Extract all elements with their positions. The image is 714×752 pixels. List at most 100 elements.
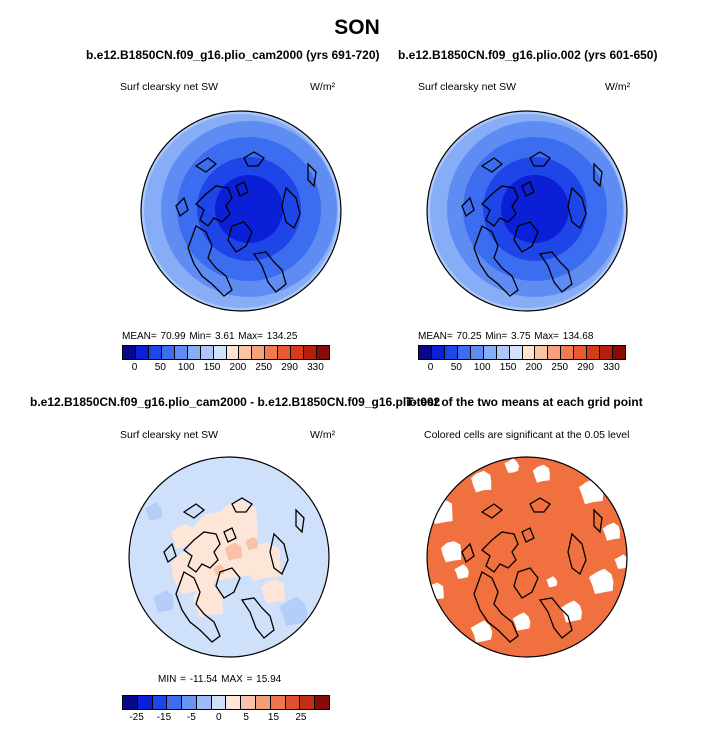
panel3-tick-label: -25	[129, 712, 144, 723]
panel2-colorbar-swatch	[470, 346, 484, 359]
panel1-tick-label: 150	[203, 362, 221, 373]
panel4-nonsignificant-cell	[504, 458, 520, 473]
panel4-coastline	[521, 527, 535, 543]
panel1-contour-band	[215, 175, 283, 243]
panel1-colorbar-swatch	[226, 346, 240, 359]
panel1-colorbar-swatch	[174, 346, 188, 359]
panel2-colorbar-swatch	[419, 346, 432, 359]
figure-title: SON	[334, 16, 380, 39]
panel2-coastline	[461, 196, 475, 218]
panel2-map-border	[426, 110, 628, 312]
panel4-coastline	[461, 542, 475, 564]
panel1-units-label: W/m²	[310, 81, 336, 93]
panel2-colorbar-swatch	[535, 346, 549, 359]
panel1-variable-label: Surf clearsky net SW	[120, 81, 219, 93]
panel2-tick-label: 290	[577, 362, 594, 373]
panel3-positive-region	[170, 548, 214, 595]
panel4-field	[427, 457, 627, 657]
panel4-polar-map	[426, 456, 628, 658]
panel1-map-border	[140, 110, 342, 312]
panel3-positive-region	[261, 579, 285, 605]
panel1-colorbar-swatch	[317, 346, 329, 359]
panel3-positive-peak	[245, 537, 258, 551]
panel1-tick-label: 330	[307, 362, 324, 373]
panel2-colorbar-swatch	[613, 346, 625, 359]
panel2-coastline	[567, 186, 587, 230]
panel1-coastline	[227, 221, 253, 253]
panel1-coastline	[307, 162, 317, 188]
panel4-coastline	[538, 597, 573, 639]
panel1-coastline	[252, 251, 287, 293]
panel1-polar-map	[140, 110, 342, 312]
panel1-colorbar-swatch	[278, 346, 292, 359]
panel3-coastline	[182, 503, 206, 519]
panel2-tick-label: 150	[499, 362, 517, 373]
panel2-colorbar-swatch	[444, 346, 458, 359]
panel1-coastline	[194, 157, 218, 173]
panel3-map-border	[128, 456, 330, 658]
panel4-test-title: T-test of the two means at each grid poi…	[406, 395, 643, 409]
panel3-polar-map	[128, 456, 330, 658]
panel3-tick-label: 5	[243, 712, 249, 723]
panel1-tick-label: 50	[154, 362, 166, 373]
panel4-nonsignificant-cell	[588, 568, 614, 595]
panel3-colorbar-ticks: -25 -15 -5 0 5 15 25	[122, 712, 330, 724]
panel3-units-label: W/m²	[310, 429, 336, 441]
panel4-significance-note: Colored cells are significant at the 0.0…	[424, 429, 630, 441]
panel2-colorbar-swatch	[496, 346, 510, 359]
panel1-case-title: b.e12.B1850CN.f09_g16.plio_cam2000 (yrs …	[86, 48, 380, 62]
panel4-nonsignificant-cell	[441, 541, 462, 563]
panel2-coastline	[480, 157, 504, 173]
panel2-tick-label: 200	[525, 362, 543, 373]
panel1-colorbar-ticks: 0 50 100 150 200 250 290 330	[122, 362, 330, 374]
panel3-coastline	[295, 508, 305, 534]
panel2-colorbar-swatch	[600, 346, 614, 359]
panel4-nonsignificant-cell	[470, 620, 493, 643]
panel3-positive-region	[171, 524, 195, 550]
panel2-field	[427, 111, 627, 311]
panel2-coastline	[481, 185, 519, 227]
panel2-colorbar-swatch	[561, 346, 575, 359]
panel3-coastline	[215, 567, 241, 599]
panel3-coastline	[175, 571, 221, 643]
panel2-colorbar-swatch	[457, 346, 471, 359]
panel2-units-label: W/m²	[605, 81, 631, 93]
panel2-colorbar-swatch	[431, 346, 445, 359]
panel3-variable-label: Surf clearsky net SW	[120, 429, 219, 441]
panel1-stats: MEAN= 70.99 Min= 3.61 Max= 134.25	[122, 331, 298, 342]
panel3-colorbar-swatch	[211, 696, 227, 709]
panel1-coastline	[281, 186, 301, 230]
panel2-variable-label: Surf clearsky net SW	[418, 81, 517, 93]
panel3-case-title: b.e12.B1850CN.f09_g16.plio_cam2000 - b.e…	[30, 395, 441, 409]
panel3-tick-label: 0	[215, 712, 222, 723]
panel3-tick-label: 25	[295, 712, 307, 723]
panel3-tick-label: -15	[156, 712, 172, 723]
panel1-coastline	[243, 151, 265, 167]
panel1-tick-label: 100	[177, 362, 195, 373]
panel1-tick-label: 200	[229, 362, 247, 373]
panel4-nonsignificant-cell	[546, 576, 558, 588]
panel2-colorbar-swatch	[587, 346, 601, 359]
panel3-colorbar-swatch	[241, 696, 257, 709]
panel3-colorbar-swatch	[123, 696, 138, 709]
panel1-colorbar-swatch	[161, 346, 175, 359]
panel3-colorbar-swatch	[152, 696, 168, 709]
panel1-colorbar-swatch	[213, 346, 227, 359]
panel2-colorbar	[418, 345, 626, 360]
panel3-coastline	[269, 532, 289, 576]
panel1-coastline	[187, 225, 233, 297]
panel1-tick-label: 0	[131, 362, 138, 373]
panel1-colorbar-swatch	[135, 346, 149, 359]
panel1-tick-label: 250	[255, 362, 273, 373]
panel1-field	[141, 111, 341, 311]
panel3-coastline	[183, 531, 221, 573]
panel3-negative-region	[279, 596, 308, 626]
panel3-coastline	[223, 527, 237, 543]
panel3-positive-peak	[224, 542, 242, 561]
panel1-colorbar-swatch	[265, 346, 279, 359]
panel1-colorbar-swatch	[304, 346, 318, 359]
panel3-colorbar-swatch	[167, 696, 183, 709]
panel2-tick-label: 50	[450, 362, 462, 373]
panel4-nonsignificant-cell	[532, 464, 550, 483]
panel1-colorbar	[122, 345, 330, 360]
